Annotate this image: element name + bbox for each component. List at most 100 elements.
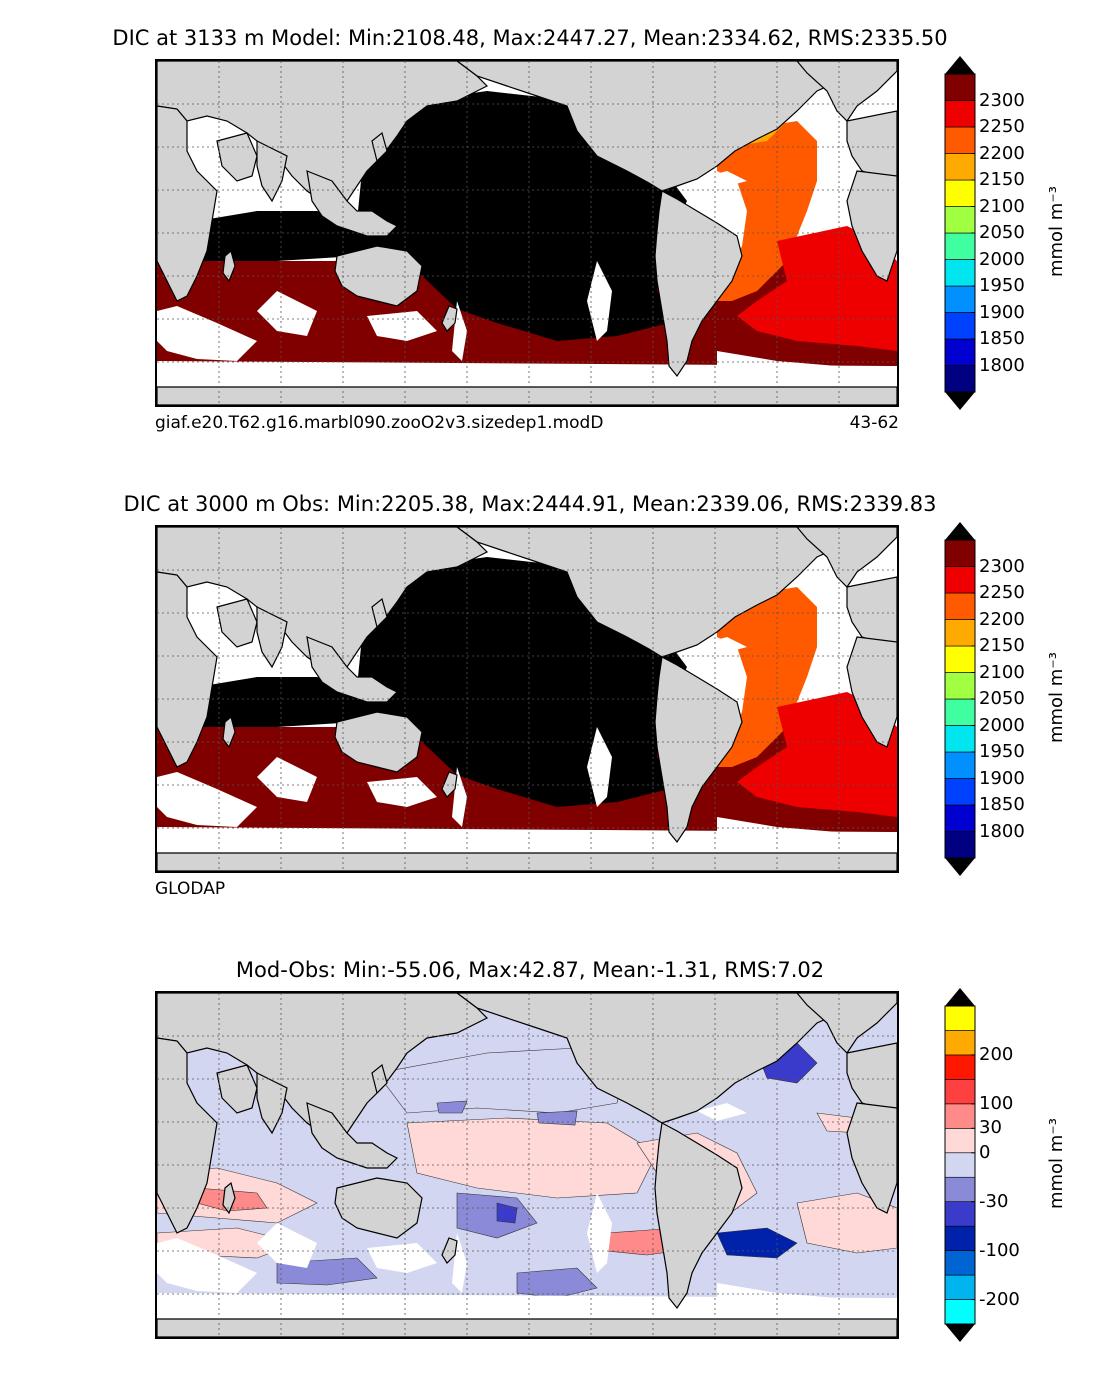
difference-contour <box>376 1047 628 1114</box>
colorbar-swatch <box>944 259 976 287</box>
land-india <box>256 1072 288 1135</box>
shallow-mask <box>157 361 897 387</box>
obs-panel: DIC at 3000 m Obs: Min:2205.38, Max:2444… <box>0 466 1095 926</box>
colorbar-swatch <box>944 1201 976 1227</box>
colorbar-swatch <box>944 1128 976 1154</box>
land-madagascar <box>222 1181 236 1215</box>
region-pacific-indian <box>197 91 687 341</box>
diff-colorbar-unit: mmol m⁻³ <box>1046 1117 1068 1210</box>
difference-contour <box>436 1100 468 1114</box>
land-antarctica <box>157 1318 897 1337</box>
colorbar-swatch <box>944 1079 976 1105</box>
colorbar-tick-label: 2150 <box>979 635 1025 656</box>
colorbar-swatch <box>944 539 976 567</box>
land-japan <box>371 597 388 629</box>
colorbar-tick-label: 100 <box>979 1092 1014 1114</box>
land-arabia <box>216 1064 258 1114</box>
shallow-mask <box>157 772 257 827</box>
land-greenland <box>796 993 897 1054</box>
colorbar-tick-label: 2100 <box>979 195 1025 217</box>
model-colorbar-svg <box>944 56 976 410</box>
difference-contour <box>516 1267 598 1299</box>
colorbar-swatch <box>944 206 976 234</box>
colorbar-frame <box>944 1005 976 1325</box>
difference-contour <box>536 1110 578 1126</box>
colorbar-swatch <box>944 100 976 128</box>
colorbar-swatch <box>944 1152 976 1178</box>
colorbar-swatch <box>944 592 976 620</box>
colorbar-swatch <box>944 725 976 753</box>
model-years-caption: 43-62 <box>849 413 899 433</box>
colorbar-swatch <box>944 645 976 673</box>
shallow-mask <box>697 637 747 655</box>
model-colorbar: 2300 2250 2200 2150 2100 2050 2000 1950 1900 1850… <box>944 56 1067 410</box>
shallow-mask <box>157 1293 897 1319</box>
colorbar-tick-label: 2050 <box>979 688 1025 709</box>
land-greenland <box>796 61 897 122</box>
colorbar-swatch <box>944 1250 976 1276</box>
colorbar-extend-max <box>945 988 975 1006</box>
region-pacific-indian <box>197 557 687 807</box>
land-arabia <box>216 598 258 648</box>
colorbar-tick-label: 2300 <box>979 89 1025 111</box>
shallow-mask <box>257 757 317 802</box>
colorbar-swatch <box>944 153 976 181</box>
colorbar-tick-label: -30 <box>979 1190 1009 1212</box>
land-africa <box>157 105 218 302</box>
colorbar-tick-label: 2200 <box>979 142 1025 164</box>
shallow-mask <box>697 1103 747 1121</box>
obs-colorbar-unit: mmol m⁻³ <box>1046 651 1068 744</box>
colorbar-tick-label: 1850 <box>979 794 1025 815</box>
colorbar-tick-label: 1950 <box>979 741 1025 762</box>
land-seasia <box>306 170 399 237</box>
obs-colorbar-svg <box>944 522 976 876</box>
shallow-mask <box>587 1193 612 1273</box>
colorbar-swatch <box>944 1054 976 1080</box>
colorbar-tick-label: 2000 <box>979 248 1025 270</box>
colorbar-tick-label: 200 <box>979 1043 1014 1065</box>
colorbar-swatch <box>944 804 976 832</box>
colorbar-tick-label: 2200 <box>979 608 1025 630</box>
model-map-svg <box>157 61 897 405</box>
diff-panel-title: Mod-Obs: Min:-55.06, Max:42.87, Mean:-1.… <box>235 958 825 982</box>
obs-panel-title: DIC at 3000 m Obs: Min:2205.38, Max:2444… <box>123 492 937 516</box>
obs-map <box>155 525 899 873</box>
land-antarctica <box>157 852 897 871</box>
shallow-mask <box>157 1238 257 1293</box>
colorbar-swatch <box>944 285 976 313</box>
obs-colorbar: 2300 2250 2200 2150 2100 2050 2000 1950 1900 1850… <box>944 522 1067 876</box>
shallow-mask <box>587 727 612 807</box>
diff-panel: Mod-Obs: Min:-55.06, Max:42.87, Mean:-1.… <box>0 932 1095 1392</box>
model-map <box>155 59 899 407</box>
colorbar-tick-label: 30 <box>979 1117 1002 1139</box>
land-africa <box>157 571 218 768</box>
colorbar-tick-label: 2000 <box>979 714 1025 736</box>
colorbar-swatch <box>944 1005 976 1031</box>
colorbar-tick-label: -100 <box>979 1239 1020 1261</box>
region-south-atlantic <box>737 692 897 817</box>
obs-source-caption: GLODAP <box>155 879 226 899</box>
obs-map-svg <box>157 527 897 871</box>
colorbar-tick-label: 1900 <box>979 767 1025 789</box>
land-japan <box>371 1063 388 1095</box>
shallow-mask <box>257 1223 317 1268</box>
colorbar-tick-label: 0 <box>979 1141 991 1163</box>
colorbar-swatch <box>944 232 976 260</box>
colorbar-swatch <box>944 338 976 366</box>
colorbar-swatch <box>944 1103 976 1129</box>
colorbar-tick-label: 1900 <box>979 301 1025 323</box>
colorbar-extend-max <box>945 56 975 74</box>
land-india <box>256 140 288 203</box>
colorbar-swatch <box>944 1176 976 1202</box>
diff-colorbar: 200 100 30 0 -30 -100 -200 mmol m⁻³ <box>944 988 1067 1342</box>
land-arabia <box>216 132 258 182</box>
colorbar-tick-label: 1950 <box>979 275 1025 296</box>
land-africa <box>157 1037 218 1234</box>
colorbar-swatch <box>944 126 976 154</box>
shallow-mask <box>587 261 612 341</box>
colorbar-tick-label: 1850 <box>979 328 1025 349</box>
diff-colorbar-svg <box>944 988 976 1342</box>
land-india <box>256 606 288 669</box>
difference-contour <box>716 1227 798 1259</box>
colorbar-swatch <box>944 1030 976 1056</box>
